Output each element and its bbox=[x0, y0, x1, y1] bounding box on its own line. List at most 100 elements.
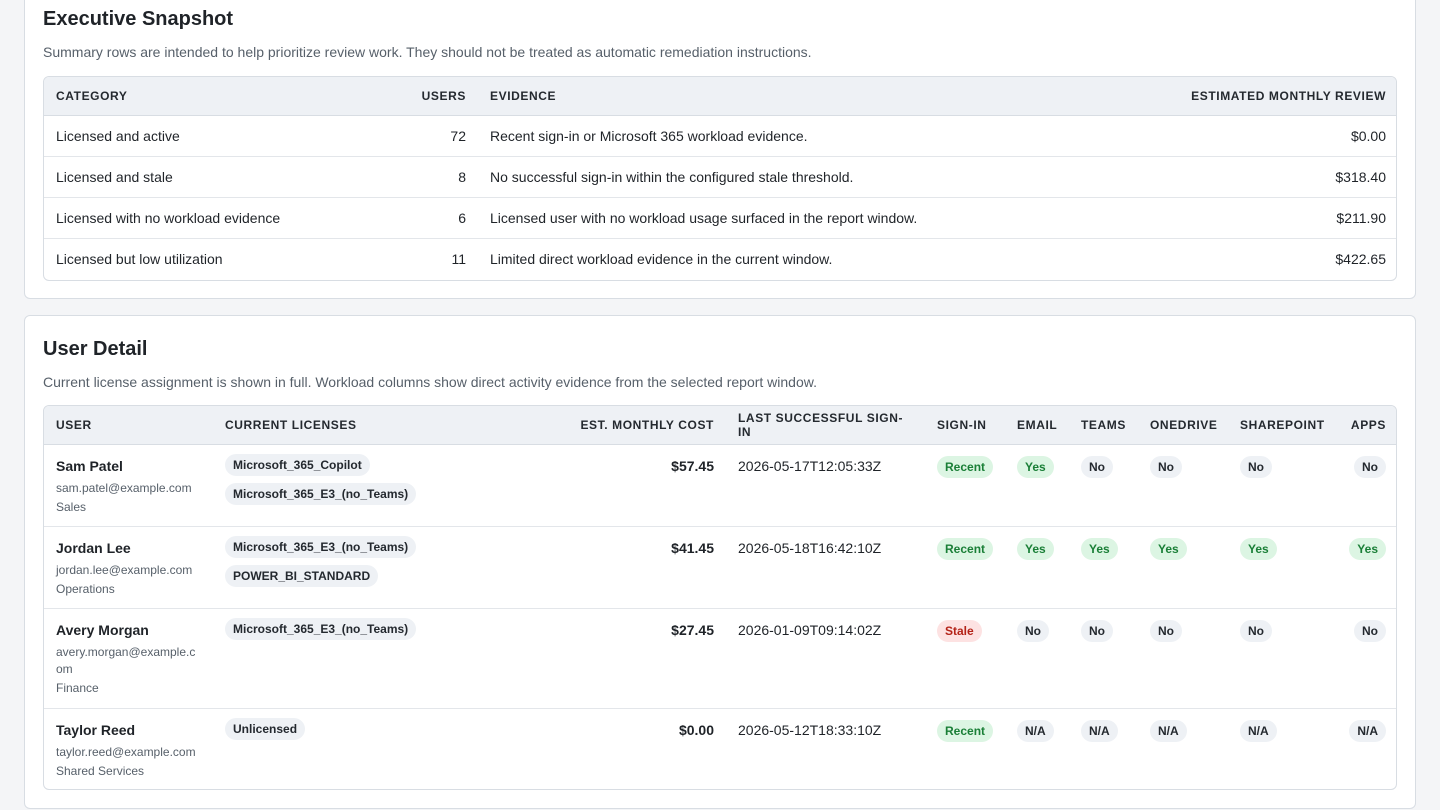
sharepoint-cell: No bbox=[1228, 608, 1335, 709]
signin-status-badge: Recent bbox=[937, 455, 994, 478]
category-cell: Licensed but low utilization bbox=[56, 250, 223, 267]
apps-status-badge: N/A bbox=[1349, 719, 1386, 742]
evidence-cell: Limited direct workload evidence in the … bbox=[490, 250, 833, 267]
users-cell: 8 bbox=[334, 156, 478, 198]
detail-title: User Detail bbox=[43, 338, 148, 360]
license-badge: Microsoft_365_E3_(no_Teams) bbox=[225, 535, 417, 558]
last-signin-cell: 2026-05-12T18:33:10Z bbox=[738, 721, 882, 738]
users-cell: 11 bbox=[451, 250, 466, 267]
user-email: avery.morgan@example.com bbox=[56, 644, 196, 676]
review-cell: $422.65 bbox=[1335, 250, 1386, 267]
signin-cell: Recent bbox=[925, 526, 1005, 609]
last-signin-cell: 2026-05-18T16:42:10Z bbox=[726, 526, 925, 609]
col-email[interactable]: Email bbox=[1005, 406, 1069, 445]
table-row: Taylor Reed taylor.reed@example.com Shar… bbox=[44, 708, 1396, 789]
teams-cell: Yes bbox=[1069, 526, 1138, 609]
col-review[interactable]: Estimated Monthly Review bbox=[1098, 77, 1396, 116]
license-badge: Microsoft_365_Copilot bbox=[225, 453, 370, 476]
col-cost[interactable]: Est. Monthly Cost bbox=[413, 406, 726, 445]
col-licenses[interactable]: Current Licenses bbox=[213, 406, 413, 445]
email-cell: Yes bbox=[1005, 444, 1069, 527]
signin-status-badge: Recent bbox=[937, 537, 994, 560]
col-last-signin[interactable]: Last Successful Sign-In bbox=[726, 406, 925, 445]
teams-cell: N/A bbox=[1069, 708, 1138, 789]
onedrive-cell: No bbox=[1138, 444, 1228, 527]
snapshot-subtitle: Summary rows are intended to help priori… bbox=[43, 44, 812, 60]
user-cell: Taylor Reed taylor.reed@example.com Shar… bbox=[44, 708, 213, 789]
sharepoint-status-badge: N/A bbox=[1240, 719, 1277, 742]
user-email: sam.patel@example.com bbox=[56, 480, 192, 495]
licenses-cell: Microsoft_365_E3_(no_Teams) bbox=[213, 608, 417, 709]
teams-status-badge: No bbox=[1081, 619, 1113, 642]
onedrive-status-badge: Yes bbox=[1150, 537, 1187, 560]
last-signin-cell: 2026-01-09T09:14:02Z bbox=[726, 608, 925, 709]
user-name: Taylor Reed bbox=[56, 721, 136, 738]
evidence-cell: No successful sign-in within the configu… bbox=[478, 156, 1098, 198]
onedrive-status-badge: N/A bbox=[1150, 719, 1187, 742]
detail-header-row: User Current Licenses Est. Monthly Cost … bbox=[44, 406, 1396, 445]
review-cell: $318.40 bbox=[1098, 156, 1396, 198]
table-row: Licensed but low utilization 11 Limited … bbox=[44, 238, 1396, 279]
apps-cell: N/A bbox=[1335, 708, 1396, 789]
onedrive-cell: N/A bbox=[1138, 708, 1228, 789]
table-row: Avery Morgan avery.morgan@example.com Fi… bbox=[44, 608, 1396, 709]
teams-status-badge: Yes bbox=[1081, 537, 1118, 560]
apps-cell: No bbox=[1335, 444, 1396, 527]
col-signin[interactable]: Sign-In bbox=[925, 406, 1005, 445]
apps-status-badge: Yes bbox=[1349, 537, 1386, 560]
col-users[interactable]: Users bbox=[334, 77, 478, 116]
col-evidence[interactable]: Evidence bbox=[478, 77, 1098, 116]
cost-cell: $57.45 bbox=[413, 444, 726, 527]
sharepoint-cell: Yes bbox=[1228, 526, 1335, 609]
onedrive-status-badge: No bbox=[1150, 455, 1182, 478]
signin-cell: Recent bbox=[925, 708, 1005, 789]
users-cell: 6 bbox=[334, 197, 478, 239]
table-row: Licensed and active 72 Recent sign-in or… bbox=[44, 115, 1396, 157]
col-user[interactable]: User bbox=[44, 406, 213, 445]
col-apps[interactable]: Apps bbox=[1335, 406, 1396, 445]
cost-cell: $41.45 bbox=[413, 526, 726, 609]
category-cell: Licensed with no workload evidence bbox=[44, 197, 334, 239]
user-name: Avery Morgan bbox=[56, 621, 149, 638]
snapshot-header-row: Category Users Evidence Estimated Monthl… bbox=[44, 77, 1396, 116]
user-department: Operations bbox=[56, 581, 115, 596]
col-onedrive[interactable]: OneDrive bbox=[1138, 406, 1228, 445]
user-detail-card: User Detail Current license assignment i… bbox=[24, 315, 1416, 809]
table-row: Licensed and stale 8 No successful sign-… bbox=[44, 156, 1396, 198]
user-cell: Sam Patel sam.patel@example.com Sales bbox=[44, 444, 213, 527]
onedrive-status-badge: No bbox=[1150, 619, 1182, 642]
evidence-cell: Recent sign-in or Microsoft 365 workload… bbox=[478, 115, 1098, 157]
email-status-badge: N/A bbox=[1017, 719, 1054, 742]
signin-status-badge: Stale bbox=[937, 619, 982, 642]
email-status-badge: Yes bbox=[1017, 537, 1054, 560]
sharepoint-cell: N/A bbox=[1228, 708, 1335, 789]
license-badge: Microsoft_365_E3_(no_Teams) bbox=[225, 617, 417, 640]
teams-cell: No bbox=[1069, 444, 1138, 527]
signin-status-badge: Recent bbox=[937, 719, 994, 742]
teams-status-badge: No bbox=[1081, 455, 1113, 478]
email-cell: N/A bbox=[1005, 708, 1069, 789]
apps-status-badge: No bbox=[1354, 455, 1386, 478]
teams-cell: No bbox=[1069, 608, 1138, 709]
last-signin-cell: 2026-05-17T12:05:33Z bbox=[726, 444, 925, 527]
user-cell: Jordan Lee jordan.lee@example.com Operat… bbox=[44, 526, 213, 609]
user-email: taylor.reed@example.com bbox=[56, 744, 196, 759]
signin-cell: Recent bbox=[925, 444, 1005, 527]
email-status-badge: Yes bbox=[1017, 455, 1054, 478]
executive-snapshot-card: Executive Snapshot Summary rows are inte… bbox=[24, 0, 1416, 299]
user-department: Finance bbox=[56, 680, 99, 695]
snapshot-title: Executive Snapshot bbox=[43, 8, 234, 30]
col-category[interactable]: Category bbox=[44, 77, 334, 116]
user-detail-table: User Current Licenses Est. Monthly Cost … bbox=[43, 405, 1397, 790]
detail-subtitle: Current license assignment is shown in f… bbox=[43, 374, 817, 390]
table-row: Jordan Lee jordan.lee@example.com Operat… bbox=[44, 526, 1396, 609]
col-sharepoint[interactable]: SharePoint bbox=[1228, 406, 1335, 445]
user-department: Sales bbox=[56, 499, 87, 514]
category-cell: Licensed and stale bbox=[44, 156, 334, 198]
user-email: jordan.lee@example.com bbox=[56, 562, 193, 577]
apps-cell: Yes bbox=[1335, 526, 1396, 609]
snapshot-table: Category Users Evidence Estimated Monthl… bbox=[43, 76, 1397, 281]
table-row: Licensed with no workload evidence 6 Lic… bbox=[44, 197, 1396, 239]
teams-status-badge: N/A bbox=[1081, 719, 1118, 742]
col-teams[interactable]: Teams bbox=[1069, 406, 1138, 445]
